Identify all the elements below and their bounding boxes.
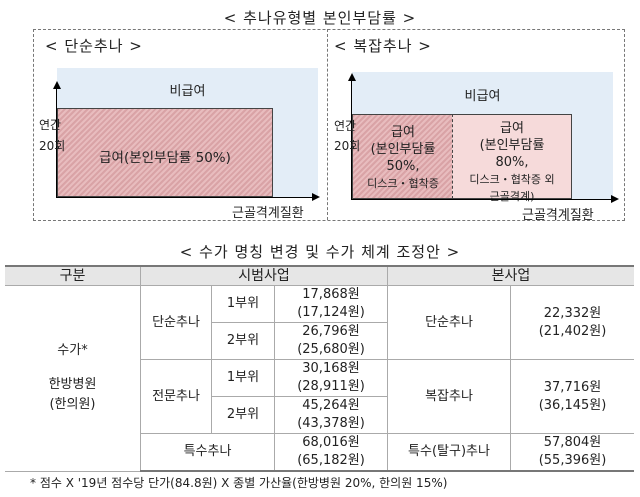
pilot-value: 68,016원 (65,182원) <box>274 433 388 472</box>
table-row: 전문추나 1부위 30,168원 (28,911원) 복잡추나 37,716원 (3… <box>5 359 634 434</box>
pilot-name: 전문추나 <box>140 359 212 434</box>
text-line: (본인부담률 <box>479 138 545 153</box>
x-axis-arrow <box>312 193 320 201</box>
text-line: 디스크・협착증 외 <box>469 173 555 186</box>
table-header: 구분 시범사업 본사업 <box>5 265 634 286</box>
text-line: 급여 <box>500 121 524 136</box>
main-value: 57,804원 (55,396원) <box>510 433 634 472</box>
covered-80-label: 급여 (본인부담률 80%, 디스크・협착증 외 근골격계) <box>452 120 572 205</box>
header-pilot: 시범사업 <box>140 265 388 286</box>
value: 57,804원 <box>543 435 602 450</box>
left-subtitle: < 단순추나 > <box>45 37 143 55</box>
main-value: 22,332원 (21,402원) <box>510 285 634 360</box>
right-subtitle: < 복잡추나 > <box>334 37 432 55</box>
pilot-value: 17,868원 (17,124원) <box>274 285 388 323</box>
pilot-name: 단순추나 <box>140 285 212 360</box>
x-axis <box>56 197 314 198</box>
part: 1부위 <box>211 285 275 323</box>
value-clinic: (36,145원) <box>538 397 607 413</box>
fee-label: 수가* <box>57 343 88 359</box>
header-category: 구분 <box>5 265 141 286</box>
value-clinic: (25,680원) <box>297 342 365 357</box>
y-label: 연간 <box>334 119 357 133</box>
covered-50-area <box>352 114 454 199</box>
pilot-value: 45,264원 (43,378원) <box>274 396 388 434</box>
main-value: 37,716원 (36,145원) <box>510 359 634 434</box>
y-label: 연간 <box>39 118 62 132</box>
value: 17,868원 <box>302 287 360 302</box>
value-clinic: (43,378원) <box>297 416 365 431</box>
value: 68,016원 <box>302 435 360 450</box>
part: 2부위 <box>211 322 275 360</box>
y-label: 20회 <box>39 139 66 153</box>
value-clinic: (28,911원) <box>297 379 365 394</box>
diagram-title: < 추나유형별 본인부담률 > <box>223 9 417 27</box>
value: 22,332원 <box>543 305 602 321</box>
non-covered-label: 비급여 <box>464 89 501 104</box>
x-label: 근골격계질환 <box>522 208 594 223</box>
x-axis <box>351 199 613 200</box>
text-line: 디스크・협착증 <box>367 177 439 190</box>
panel-divider <box>327 29 328 220</box>
text-line: 급여 <box>391 125 415 140</box>
main-name: 복잡추나 <box>387 359 511 434</box>
non-covered-label: 비급여 <box>169 84 206 99</box>
x-label: 근골격계질환 <box>232 206 304 221</box>
text-line: 근골격계) <box>489 190 535 203</box>
value: 26,796원 <box>302 324 360 339</box>
text-line: 80%, <box>495 155 529 170</box>
covered-area <box>57 108 273 197</box>
covered-80-area <box>452 114 572 199</box>
part: 1부위 <box>211 359 275 397</box>
pilot-value: 30,168원 (28,911원) <box>274 359 388 397</box>
table-title: < 수가 명칭 변경 및 수가 체계 조정안 > <box>179 243 461 261</box>
main-name: 단순추나 <box>387 285 511 360</box>
y-axis-arrow <box>348 73 356 81</box>
hospital-label: 한방병원 <box>48 377 97 393</box>
fee-table: 구분 시범사업 본사업 수가* 한방병원 (한의원) 단순추나 1부위 17,8… <box>5 265 634 472</box>
part: 2부위 <box>211 396 275 434</box>
value-clinic: (17,124원) <box>297 305 365 320</box>
value-clinic: (65,182원) <box>297 453 365 468</box>
text-line: 50%, <box>386 159 420 174</box>
value-clinic: (21,402원) <box>538 323 607 339</box>
pilot-name: 특수추나 <box>140 433 275 472</box>
main-name: 특수(탈구)추나 <box>387 433 511 472</box>
diagram-frame <box>33 29 625 221</box>
value: 45,264원 <box>302 398 360 413</box>
value-clinic: (55,396원) <box>538 453 607 468</box>
header-main: 본사업 <box>387 265 634 286</box>
row-label: 수가* 한방병원 (한의원) <box>5 285 141 472</box>
table-row: 2부위 26,796원 (25,680원) <box>5 322 634 360</box>
footnote: * 점수 X '19년 점수당 단가(84.8원) X 종별 가산율(한방병원 … <box>30 476 448 490</box>
y-axis-arrow <box>53 81 61 89</box>
x-axis-arrow <box>611 195 619 203</box>
clinic-label: (한의원) <box>49 397 96 413</box>
y-axis <box>351 80 352 200</box>
value: 30,168원 <box>302 361 360 376</box>
covered-label: 급여(본인부담률 50%) <box>99 150 231 166</box>
y-axis <box>56 88 57 198</box>
covered-50-label: 급여 (본인부담률 50%, 디스크・협착증 <box>352 124 454 192</box>
table-row: 특수추나 68,016원 (65,182원) 특수(탈구)추나 57,804원 (5… <box>5 433 634 472</box>
y-label: 20회 <box>334 139 361 153</box>
value: 37,716원 <box>543 379 602 395</box>
table-row: 수가* 한방병원 (한의원) 단순추나 1부위 17,868원 (17,124원)… <box>5 285 634 472</box>
table-row: 2부위 45,264원 (43,378원) <box>5 396 634 434</box>
pilot-value: 26,796원 (25,680원) <box>274 322 388 360</box>
text-line: (본인부담률 <box>370 142 436 157</box>
